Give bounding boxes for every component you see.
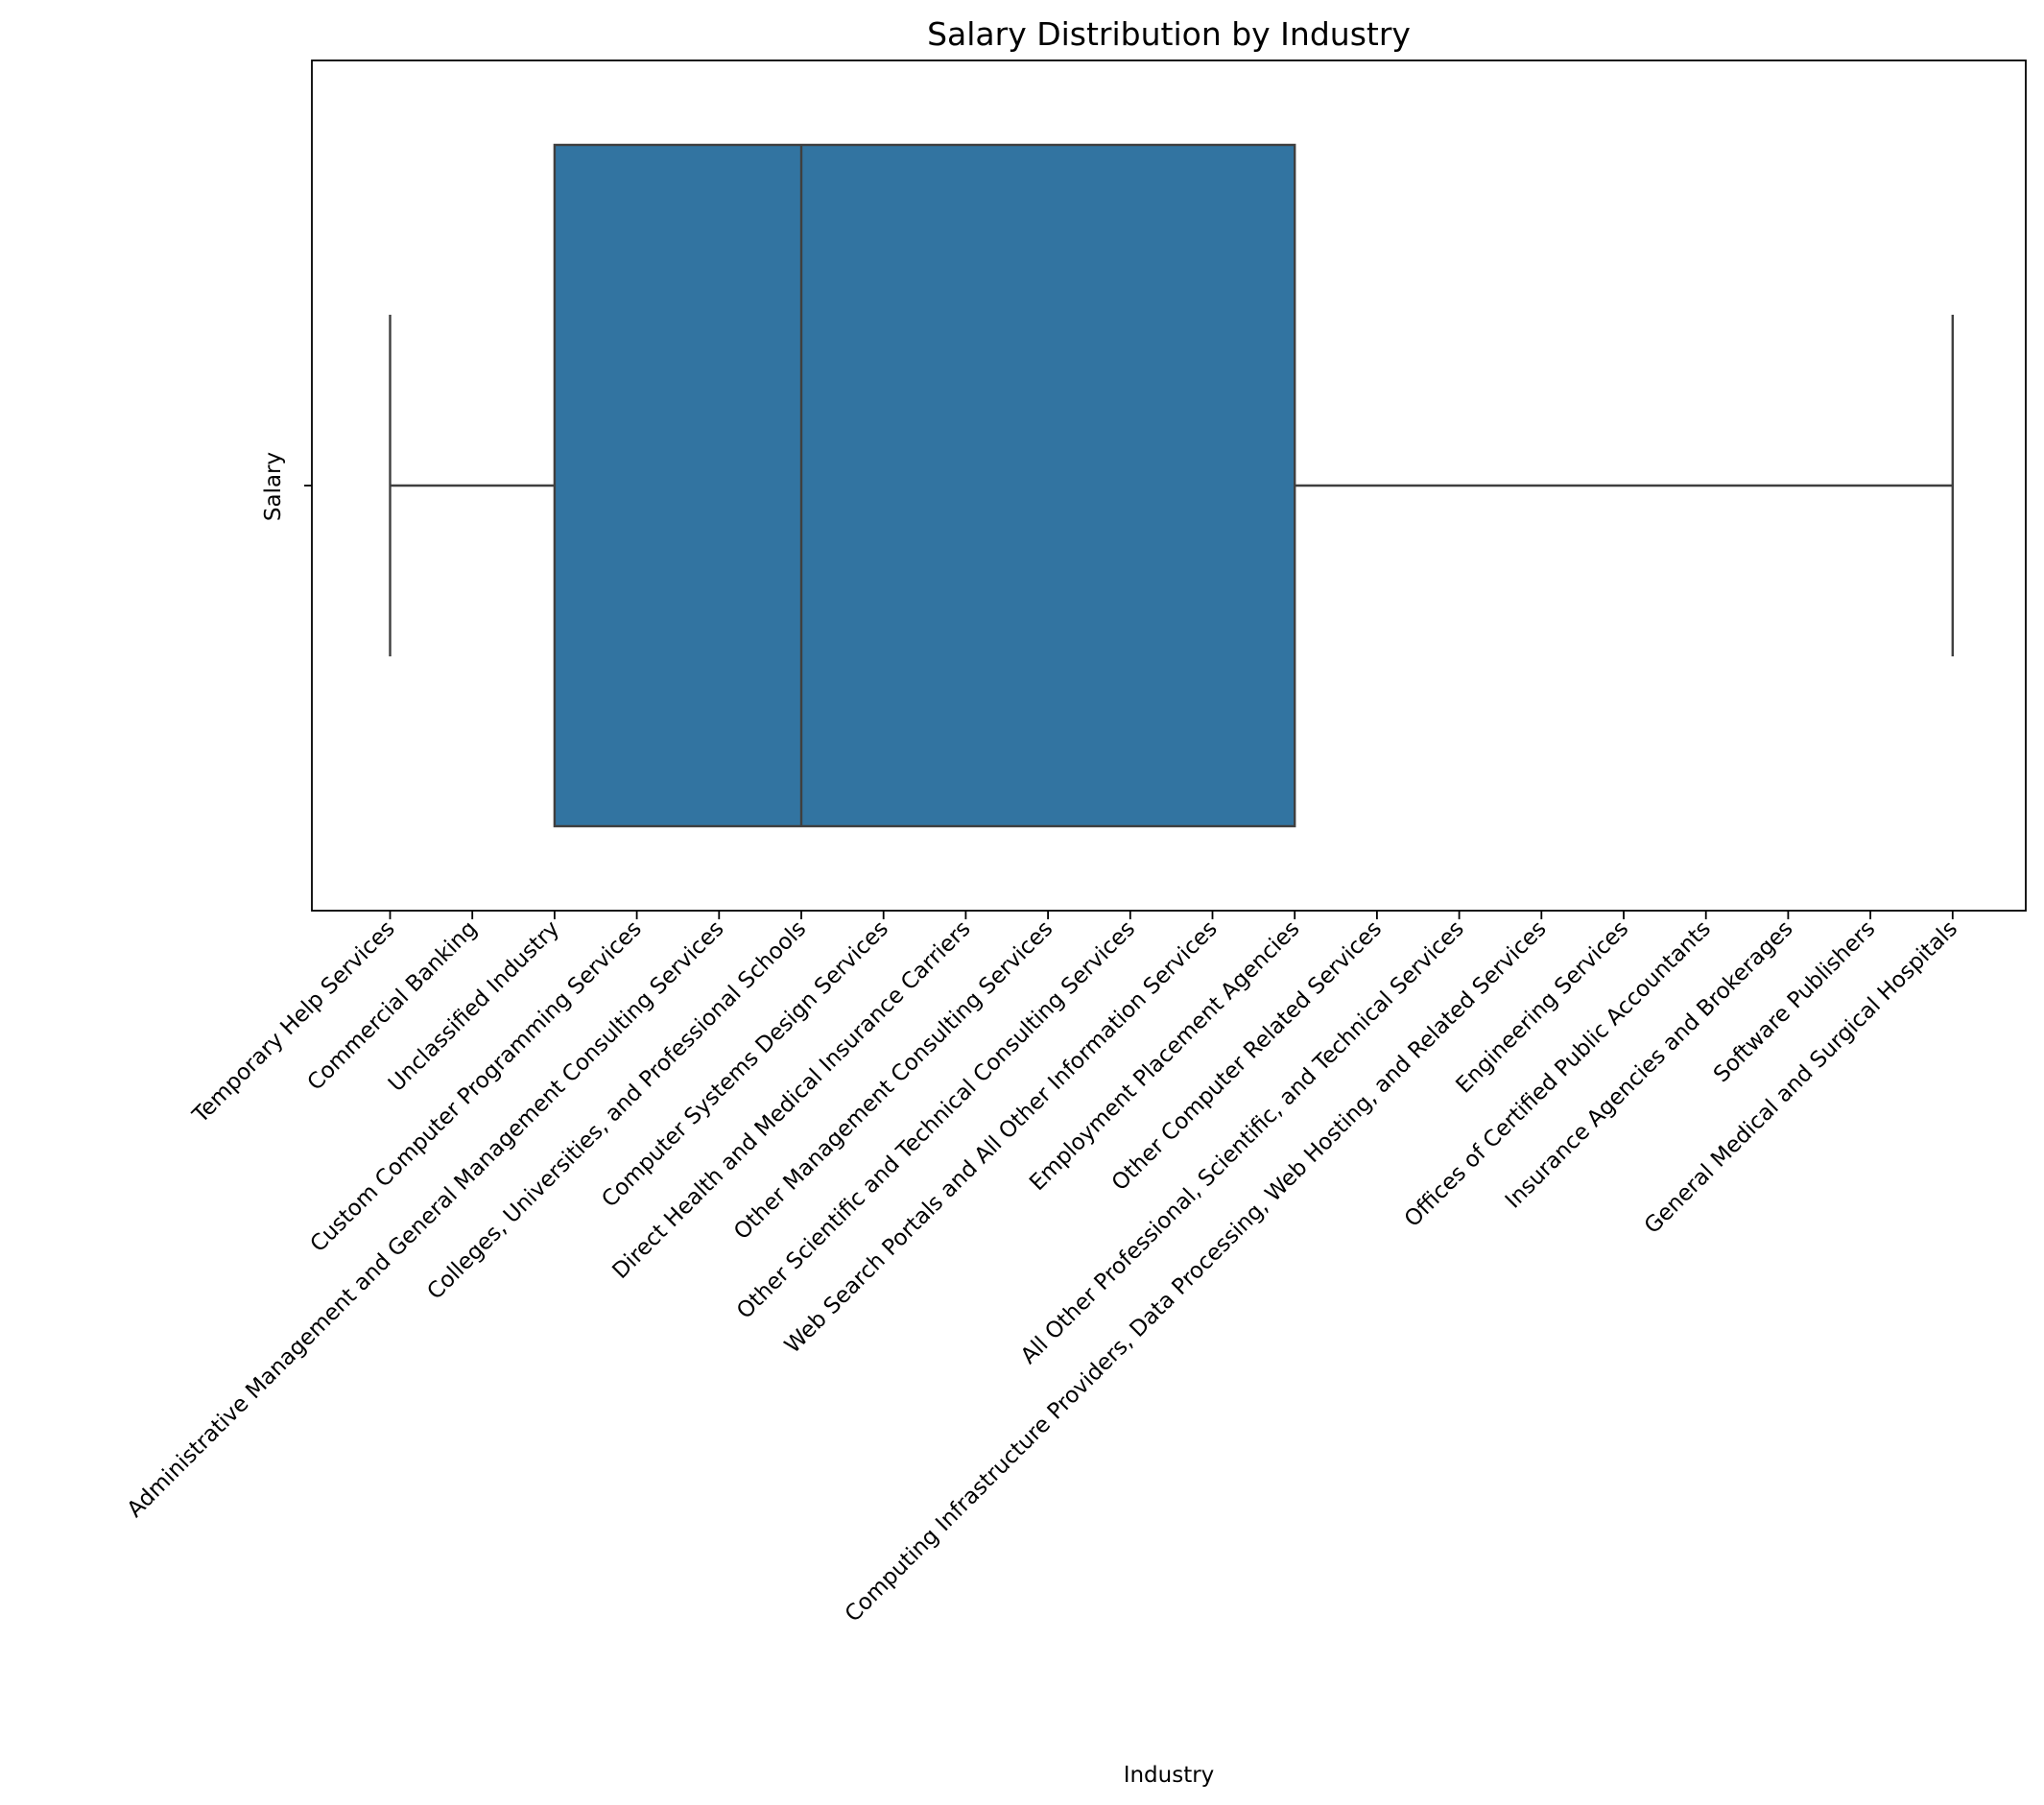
x-tick-label: Insurance Agencies and Brokerages (1501, 916, 1798, 1214)
y-axis-label: Salary (261, 452, 286, 521)
x-tick-label: Offices of Certified Public Accountants (1400, 916, 1716, 1232)
x-tick-label: Computer Systems Design Services (597, 916, 893, 1213)
chart-title: Salary Distribution by Industry (927, 15, 1411, 53)
x-axis-label: Industry (1124, 1763, 1215, 1788)
x-tick-label: Commercial Banking (303, 916, 483, 1096)
x-tick-label: Administrative Management and General Ma… (123, 916, 729, 1523)
x-tick-label: General Medical and Surgical Hospitals (1640, 916, 1962, 1239)
x-tick-label: Colleges, Universities, and Professional… (422, 916, 811, 1305)
x-tick-label: Other Scientific and Technical Consultin… (732, 916, 1140, 1324)
x-tick-label: Unclassified Industry (384, 916, 564, 1097)
iqr-box (553, 143, 1296, 828)
x-tick-label: Software Publishers (1709, 916, 1880, 1087)
